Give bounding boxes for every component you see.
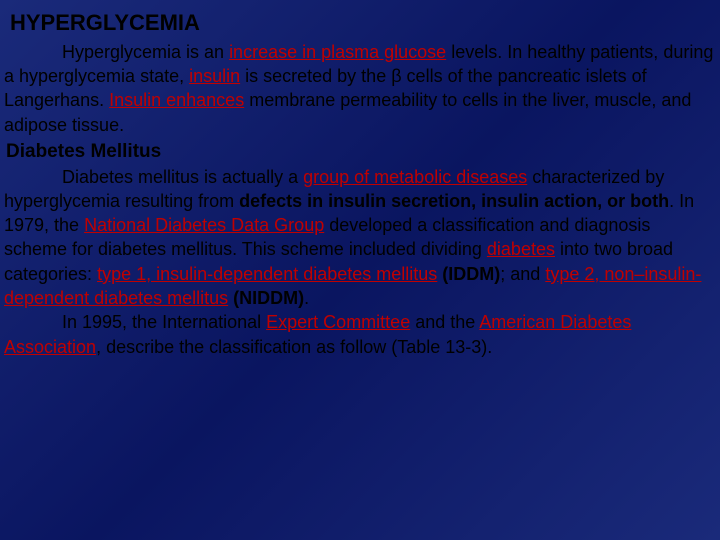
- paragraph-3: In 1995, the International Expert Commit…: [4, 310, 716, 359]
- p3-text-b: and the: [410, 312, 479, 332]
- link-expert-committee[interactable]: Expert Committee: [266, 312, 410, 332]
- p3-text-a: In 1995, the International: [62, 312, 266, 332]
- link-plasma-glucose[interactable]: increase in plasma glucose: [229, 42, 446, 62]
- paragraph-2: Diabetes mellitus is actually a group of…: [4, 165, 716, 311]
- link-type1[interactable]: type 1, insulin-dependent diabetes melli…: [97, 264, 437, 284]
- link-diabetes[interactable]: diabetes: [487, 239, 555, 259]
- main-title: HYPERGLYCEMIA: [4, 8, 716, 38]
- p1-text-a: Hyperglycemia is an: [62, 42, 229, 62]
- p2-text-g: .: [304, 288, 309, 308]
- p3-text-c: , describe the classification as follow …: [96, 337, 492, 357]
- p2-text-f: ; and: [500, 264, 545, 284]
- slide-content: HYPERGLYCEMIA Hyperglycemia is an increa…: [0, 0, 720, 363]
- paragraph-1: Hyperglycemia is an increase in plasma g…: [4, 40, 716, 137]
- link-insulin[interactable]: insulin: [189, 66, 240, 86]
- p2-text-a: Diabetes mellitus is actually a: [62, 167, 303, 187]
- p2-bold-niddm: (NIDDM): [228, 288, 304, 308]
- p2-bold-defects: defects in insulin secretion, insulin ac…: [239, 191, 669, 211]
- link-metabolic-diseases[interactable]: group of metabolic diseases: [303, 167, 527, 187]
- link-insulin-enhances[interactable]: Insulin enhances: [109, 90, 244, 110]
- link-nddg[interactable]: National Diabetes Data Group: [84, 215, 324, 235]
- p2-bold-iddm: (IDDM): [437, 264, 500, 284]
- subtitle-diabetes: Diabetes Mellitus: [4, 139, 716, 165]
